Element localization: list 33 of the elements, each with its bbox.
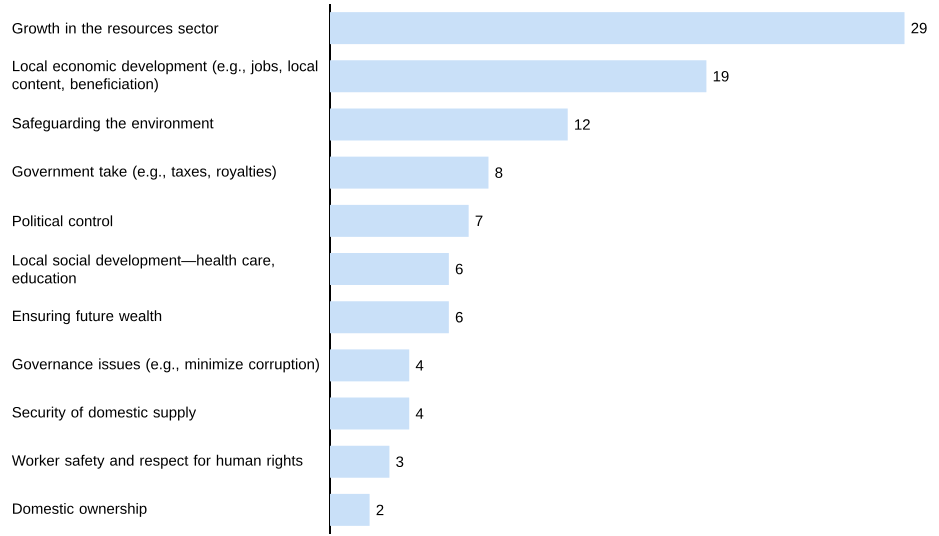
y-tick-label: Domestic ownership bbox=[13, 502, 147, 517]
y-tick-label: Political control bbox=[13, 215, 112, 226]
bar bbox=[330, 204, 469, 237]
bar bbox=[330, 108, 568, 140]
bar bbox=[330, 494, 370, 526]
y-tick-label: Security of domestic supply bbox=[12, 406, 196, 421]
y-tick-label: Worker safety and respect for human rights bbox=[12, 454, 302, 469]
bar bbox=[330, 349, 410, 382]
data-label: 3 bbox=[396, 456, 404, 468]
y-tick-label: Safeguarding the environment bbox=[12, 117, 214, 132]
y-tick-label: Governance issues (e.g., minimize corruption) bbox=[12, 358, 319, 372]
data-label: 4 bbox=[416, 360, 424, 371]
data-label: 6 bbox=[456, 312, 463, 322]
data-label: 2 bbox=[376, 504, 384, 516]
data-label: 4 bbox=[416, 408, 424, 419]
data-label: 8 bbox=[495, 167, 502, 178]
data-label: 19 bbox=[714, 70, 729, 82]
y-tick-label: Local economic development (e.g., jobs, local content, beneficiation) bbox=[12, 60, 318, 92]
data-label: 7 bbox=[476, 216, 482, 226]
y-tick-label: Growth in the resources sector bbox=[12, 22, 218, 34]
bar bbox=[330, 12, 905, 44]
data-label: 29 bbox=[911, 22, 927, 34]
bar bbox=[330, 301, 449, 334]
y-tick-label: Local social development—health care, education bbox=[12, 254, 274, 284]
bar bbox=[330, 398, 410, 430]
data-label: 12 bbox=[575, 119, 590, 130]
bar bbox=[330, 60, 706, 92]
bar bbox=[330, 253, 449, 286]
bar bbox=[330, 446, 390, 478]
data-label: 6 bbox=[456, 264, 463, 274]
bar bbox=[330, 156, 488, 189]
y-tick-label: Government take (e.g., taxes, royalties) bbox=[12, 166, 276, 180]
y-tick-label: Ensuring future wealth bbox=[13, 310, 162, 324]
